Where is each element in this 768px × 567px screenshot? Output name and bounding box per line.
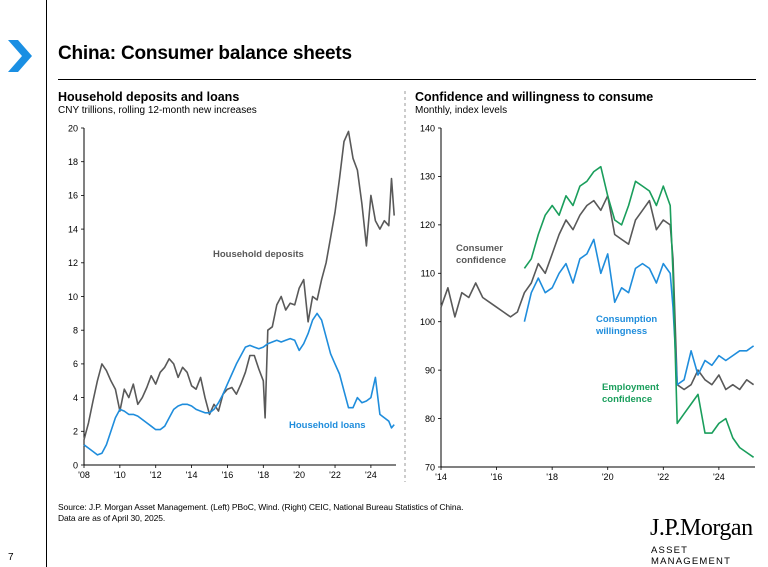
right-chart-x-tick-label: '22 (657, 472, 669, 482)
left-chart-x-tick-label: '14 (186, 470, 198, 480)
left-chart-x-tick-label: '12 (150, 470, 162, 480)
left-chart-y-tick-label: 10 (68, 292, 78, 302)
right-chart-y-tick-label: 90 (425, 365, 435, 375)
household-loans-label: Household loans (289, 420, 366, 431)
right-chart-y-tick-label: 120 (420, 220, 435, 230)
left-chart-x-tick-label: '22 (329, 470, 341, 480)
left-chart-y-tick-label: 4 (73, 393, 78, 403)
consumption-willingness-label: Consumption willingness (596, 314, 666, 338)
left-chart-subtitle: CNY trillions, rolling 12-month new incr… (58, 105, 257, 116)
left-chart-x-tick-label: '18 (257, 470, 269, 480)
right-chart-subtitle: Monthly, index levels (415, 105, 508, 116)
left-chart-x-tick-label: '20 (293, 470, 305, 480)
jpmorgan-logo: J.P.Morgan (650, 515, 753, 541)
title-divider (58, 79, 756, 80)
left-chart-y-tick-label: 14 (68, 224, 78, 234)
left-margin-rule (46, 0, 47, 567)
left-chart-y-tick-label: 16 (68, 191, 78, 201)
page-title: China: Consumer balance sheets (58, 43, 352, 64)
right-chart-x-tick-label: '14 (435, 472, 447, 482)
right-chart-y-tick-label: 130 (420, 172, 435, 182)
right-chart-series-employment-confidence-line (523, 165, 755, 458)
right-chart-y-tick-label: 100 (420, 317, 435, 327)
left-chart-title: Household deposits and loans (58, 90, 240, 104)
left-chart-y-tick-label: 2 (73, 427, 78, 437)
left-chart-y-tick-label: 0 (73, 460, 78, 470)
consumer-confidence-label-text: Consumer confidence (456, 243, 507, 266)
left-chart: 0 2 4 6 8 10 12 14 16 18 20 '08 '10 '12 '14 '16 '18 '20 '2… (68, 123, 396, 480)
consumption-willingness-label-text: Consumption willingness (596, 314, 658, 337)
left-chart-y-tick-label: 12 (68, 258, 78, 268)
source-line-2: Data are as of April 30, 2025. (58, 513, 166, 523)
right-chart-title: Confidence and willingness to consume (415, 90, 654, 104)
right-chart-y-tick-label: 110 (421, 269, 435, 279)
right-chart-x-tick-label: '16 (491, 472, 503, 482)
left-chart-y-tick-label: 20 (68, 123, 78, 133)
left-chart-x-tick-label: '16 (222, 470, 234, 480)
right-chart-y-tick-label: 140 (420, 123, 435, 133)
employment-confidence-label-text: Employment confidence (602, 382, 660, 405)
right-chart-y-tick-label: 80 (425, 414, 435, 424)
left-chart-y-tick-label: 8 (73, 326, 78, 336)
slide-number: 7 (8, 552, 14, 563)
left-chart-series-household-deposits-line (83, 130, 395, 440)
left-chart-y-tick-label: 6 (73, 359, 78, 369)
right-chart-x-tick-label: '18 (546, 472, 558, 482)
right-chart-y-tick-label: 70 (425, 462, 435, 472)
right-chart-x-tick-label: '24 (713, 472, 725, 482)
right-chart-x-tick-label: '20 (602, 472, 614, 482)
right-chart: 70 80 90 100 110 120 130 140 '14 '16 '18 '20 '22 '24 (420, 123, 755, 482)
left-chart-x-tick-label: '10 (114, 470, 126, 480)
left-chart-y-tick-label: 18 (68, 157, 78, 167)
employment-confidence-label: Employment confidence (602, 382, 666, 406)
left-chart-x-tick-label: '08 (78, 470, 90, 480)
consumer-confidence-label: Consumer confidence (456, 243, 516, 267)
right-chart-series-consumer-confidence-line (440, 195, 755, 391)
chevron-right-icon (8, 40, 32, 72)
left-chart-x-tick-label: '24 (365, 470, 377, 480)
household-deposits-label: Household deposits (213, 249, 304, 260)
source-line-1: Source: J.P. Morgan Asset Management. (L… (58, 502, 464, 512)
left-chart-series-household-loans-line (83, 312, 395, 456)
source-note: Source: J.P. Morgan Asset Management. (L… (58, 502, 463, 524)
jpmorgan-logo-subtitle: ASSET MANAGEMENT (651, 545, 732, 567)
right-chart-series-consumption-willingness-line (523, 238, 755, 386)
